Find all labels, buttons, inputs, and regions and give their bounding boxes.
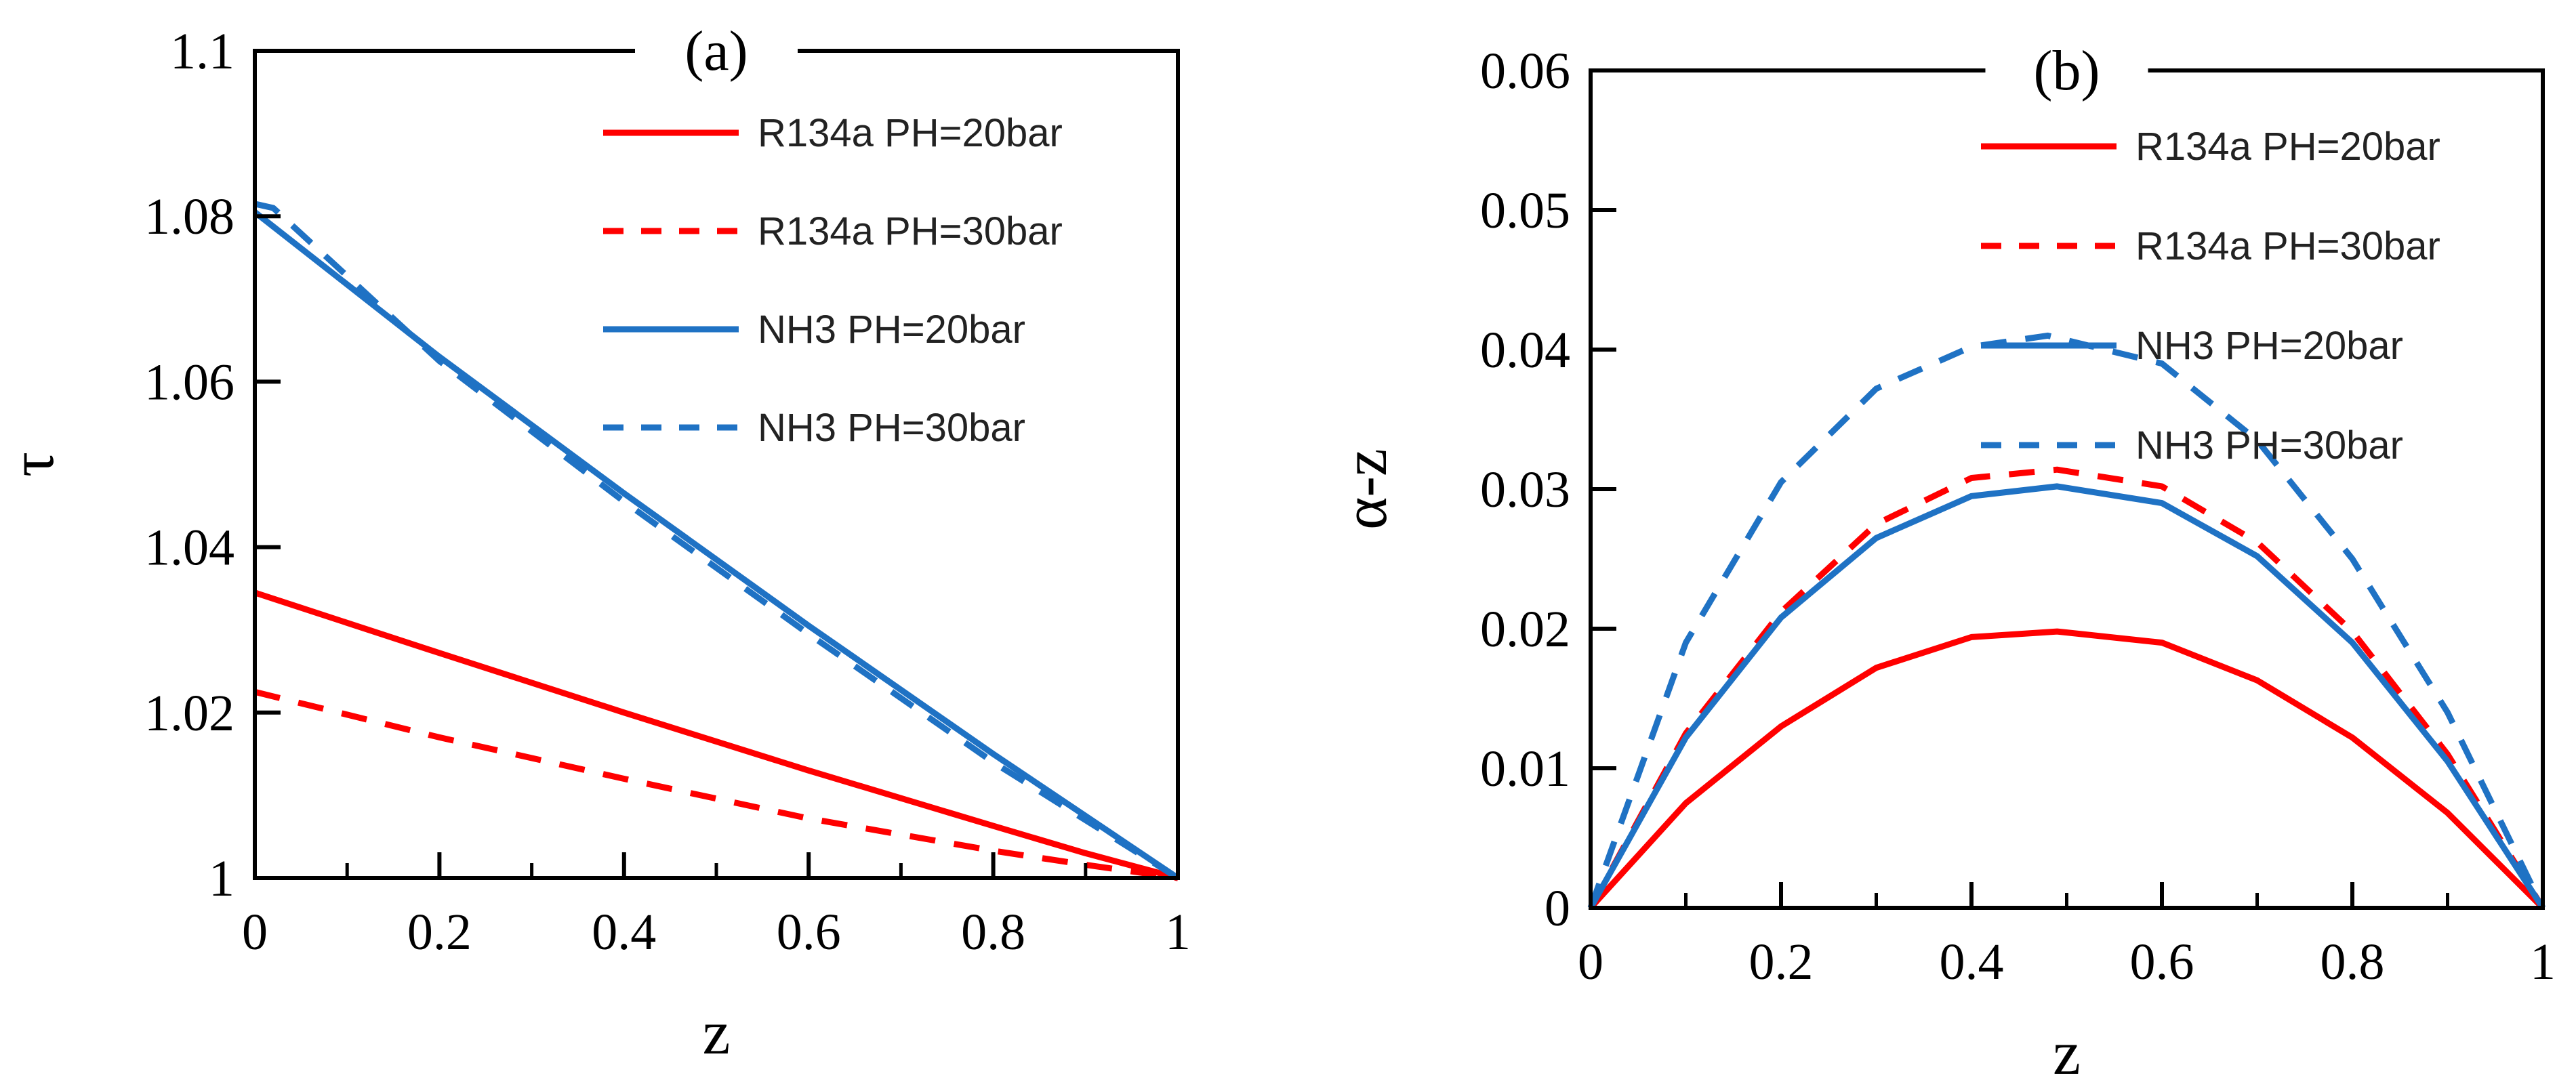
x-tick-label: 0 bbox=[1578, 934, 1603, 990]
legend-label: NH3 PH=20bar bbox=[2135, 324, 2403, 368]
panel-label: (a) bbox=[684, 20, 748, 83]
legend: R134a PH=20bar R134a PH=30bar NH3 PH=20bar… bbox=[1981, 125, 2440, 467]
y-axis: 0 0.01 0.02 0.03 0.04 0.05 0.06 bbox=[1480, 43, 1616, 937]
legend-label: R134a PH=30bar bbox=[2135, 224, 2440, 268]
y-tick-label: 1.1 bbox=[170, 23, 234, 80]
series-line-2 bbox=[253, 209, 1180, 881]
legend-label: NH3 PH=30bar bbox=[758, 406, 1025, 450]
legend-label: R134a PH=20bar bbox=[758, 111, 1063, 155]
y-axis-title: α-z bbox=[1330, 448, 1399, 530]
x-axis: 0 0.2 0.4 0.6 0.8 1 bbox=[242, 852, 1191, 961]
y-tick-label: 0 bbox=[1545, 880, 1570, 937]
legend-label: NH3 PH=20bar bbox=[758, 308, 1025, 352]
legend-item: NH3 PH=20bar bbox=[603, 308, 1025, 352]
y-tick-label: 1.06 bbox=[144, 354, 234, 411]
y-tick-label: 0.06 bbox=[1480, 43, 1570, 100]
x-tick-label: 0.8 bbox=[2321, 934, 2385, 990]
legend: R134a PH=20bar R134a PH=30bar NH3 PH=20bar… bbox=[603, 111, 1063, 450]
x-tick-label: 0.4 bbox=[592, 904, 656, 961]
y-axis-title: τ bbox=[0, 452, 66, 477]
y-tick-label: 1.08 bbox=[144, 188, 234, 245]
x-tick-label: 0.8 bbox=[961, 904, 1025, 961]
chart-panel-b: 0 0.2 0.4 0.6 0.8 1 0 0.01 0.02 0.03 0.04 0.05 0.06 z… bbox=[1330, 39, 2556, 1086]
legend-label: NH3 PH=30bar bbox=[2135, 423, 2403, 467]
x-axis-title: z bbox=[2053, 1018, 2081, 1086]
panel-label-mask bbox=[1985, 64, 2148, 77]
y-tick-label: 1.04 bbox=[144, 520, 234, 577]
legend-item: R134a PH=20bar bbox=[603, 111, 1063, 155]
x-tick-label: 0 bbox=[242, 904, 268, 961]
x-tick-label: 0.2 bbox=[1749, 934, 1814, 990]
series-lines bbox=[1587, 332, 2546, 911]
x-tick-label: 1 bbox=[2530, 934, 2556, 990]
legend-item: NH3 PH=30bar bbox=[603, 406, 1025, 450]
legend-item: NH3 PH=20bar bbox=[1981, 324, 2403, 368]
legend-item: R134a PH=30bar bbox=[1981, 224, 2440, 268]
series-line-0 bbox=[253, 589, 1179, 881]
series-line-0 bbox=[1588, 628, 2546, 911]
x-tick-label: 0.2 bbox=[407, 904, 472, 961]
legend-item: R134a PH=20bar bbox=[1981, 125, 2440, 169]
y-tick-label: 0.02 bbox=[1480, 601, 1570, 658]
panel-label: (b) bbox=[2034, 39, 2100, 102]
panel-label-mask bbox=[635, 44, 798, 58]
legend-label: R134a PH=20bar bbox=[2135, 125, 2440, 169]
y-tick-label: 0.04 bbox=[1480, 322, 1570, 379]
y-tick-label: 0.05 bbox=[1480, 182, 1570, 239]
x-axis-title: z bbox=[703, 998, 731, 1067]
series-line-2 bbox=[1588, 483, 2546, 910]
series-lines bbox=[253, 201, 1180, 881]
series-line-1 bbox=[1588, 466, 2546, 910]
legend-item: NH3 PH=30bar bbox=[1981, 423, 2403, 467]
legend-label: R134a PH=30bar bbox=[758, 209, 1063, 253]
legend-item: R134a PH=30bar bbox=[603, 209, 1063, 253]
series-line-3 bbox=[254, 201, 1180, 881]
chart-panel-a: 0 0.2 0.4 0.6 0.8 111.021.041.061.081.1zτ(a)R… bbox=[0, 20, 1191, 1067]
x-tick-label: 0.6 bbox=[2130, 934, 2194, 990]
plot-frame bbox=[253, 49, 1180, 880]
series-line-3 bbox=[1587, 332, 2546, 909]
y-tick-label: 0.03 bbox=[1480, 461, 1570, 518]
x-axis: 0 0.2 0.4 0.6 0.8 1 bbox=[1578, 882, 2556, 990]
x-tick-label: 0.6 bbox=[777, 904, 841, 961]
y-tick-label: 1 bbox=[209, 850, 234, 907]
x-tick-label: 0.4 bbox=[1940, 934, 2004, 990]
x-tick-label: 1 bbox=[1165, 904, 1191, 961]
y-tick-label: 0.01 bbox=[1480, 740, 1570, 797]
y-tick-label: 1.02 bbox=[144, 685, 234, 742]
y-axis: 1 1.02 1.04 1.06 1.08 1.1 bbox=[144, 23, 281, 907]
